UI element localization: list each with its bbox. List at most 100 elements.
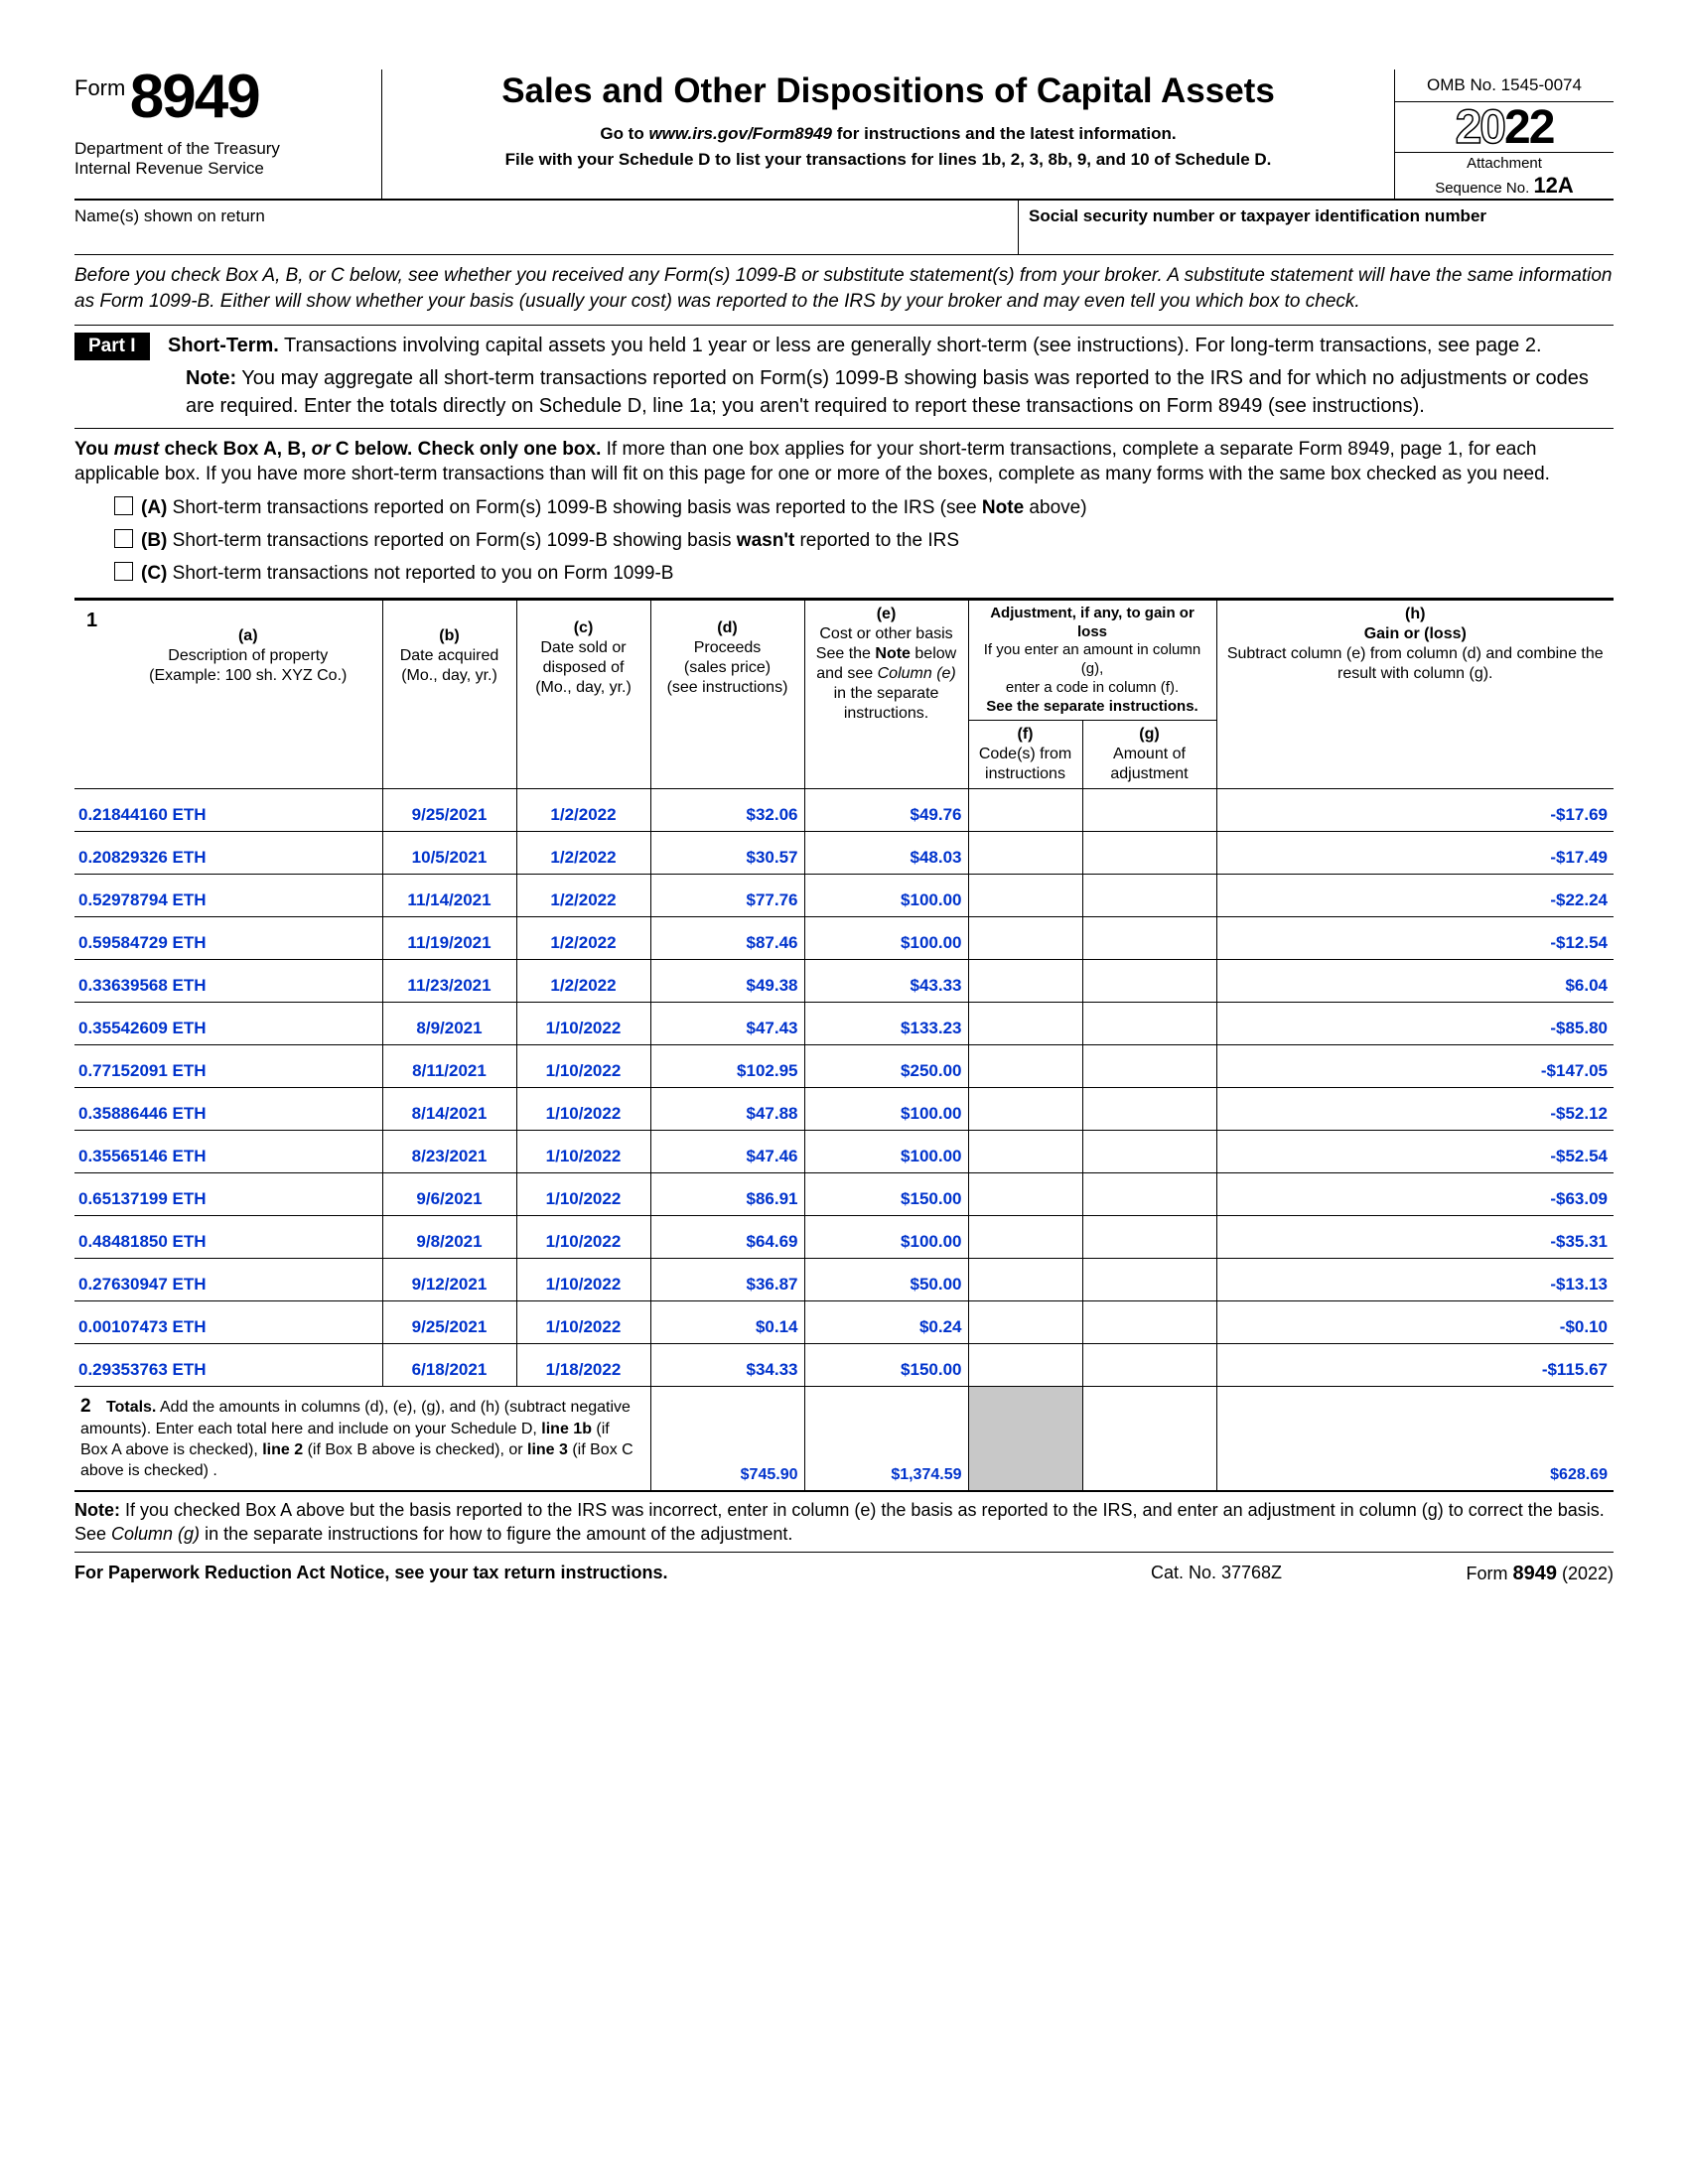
cell-date-sold: 1/10/2022 bbox=[516, 1131, 650, 1173]
cell-date-sold: 1/10/2022 bbox=[516, 1088, 650, 1131]
sub2: File with your Schedule D to list your t… bbox=[505, 150, 1272, 169]
checkbox-b[interactable] bbox=[114, 529, 133, 548]
cell-cost: $150.00 bbox=[804, 1344, 968, 1387]
bottom-note: Note: If you checked Box A above but the… bbox=[74, 1491, 1614, 1554]
cell-cost: $100.00 bbox=[804, 917, 968, 960]
cell-date-sold: 1/10/2022 bbox=[516, 1003, 650, 1045]
tot-bold: Totals. bbox=[106, 1399, 156, 1416]
bn-bold: Note: bbox=[74, 1500, 120, 1520]
col-f-2: Code(s) from instructions bbox=[979, 746, 1071, 782]
col-f-1: (f) bbox=[1018, 726, 1034, 743]
cell-date-acquired: 8/14/2021 bbox=[382, 1088, 516, 1131]
cell-adjustment bbox=[1082, 1131, 1216, 1173]
cell-proceeds: $49.38 bbox=[650, 960, 804, 1003]
cell-cost: $150.00 bbox=[804, 1173, 968, 1216]
table-row: 0.29353763 ETH6/18/20211/18/2022$34.33$1… bbox=[74, 1344, 1614, 1387]
ssn-field-label[interactable]: Social security number or taxpayer ident… bbox=[1018, 201, 1614, 254]
cell-cost: $100.00 bbox=[804, 1088, 968, 1131]
footer-center: Cat. No. 37768Z bbox=[1067, 1563, 1365, 1585]
cell-date-sold: 1/2/2022 bbox=[516, 917, 650, 960]
bn-txt2: in the separate instructions for how to … bbox=[200, 1524, 792, 1544]
cell-description: 0.33639568 ETH bbox=[74, 960, 382, 1003]
cell-date-acquired: 11/14/2021 bbox=[382, 875, 516, 917]
checkbox-c-row: (C) Short-term transactions not reported… bbox=[74, 557, 1614, 590]
col-header-g: (g) Amount of adjustment bbox=[1082, 721, 1216, 789]
sub1b: www.irs.gov/Form8949 bbox=[648, 124, 832, 143]
header-right: OMB No. 1545-0074 2022 Attachment Sequen… bbox=[1395, 69, 1614, 199]
cell-cost: $48.03 bbox=[804, 832, 968, 875]
cell-code bbox=[968, 1259, 1082, 1301]
cell-cost: $0.24 bbox=[804, 1301, 968, 1344]
form-subtitle: Go to www.irs.gov/Form8949 for instructi… bbox=[397, 121, 1379, 172]
col-e-4: and see bbox=[816, 665, 877, 682]
cell-cost: $100.00 bbox=[804, 1216, 968, 1259]
cell-date-acquired: 9/8/2021 bbox=[382, 1216, 516, 1259]
cell-date-acquired: 11/23/2021 bbox=[382, 960, 516, 1003]
fr3: (2022) bbox=[1557, 1564, 1614, 1583]
cell-code bbox=[968, 1003, 1082, 1045]
total-g bbox=[1082, 1387, 1216, 1490]
adj2: If you enter an amount in column (g), bbox=[984, 641, 1200, 677]
cell-date-sold: 1/2/2022 bbox=[516, 875, 650, 917]
cell-date-acquired: 9/25/2021 bbox=[382, 1301, 516, 1344]
sub1c: for instructions and the latest informat… bbox=[832, 124, 1177, 143]
cell-description: 0.35565146 ETH bbox=[74, 1131, 382, 1173]
cell-adjustment bbox=[1082, 1301, 1216, 1344]
ci-must: must bbox=[114, 439, 159, 460]
cell-description: 0.35542609 ETH bbox=[74, 1003, 382, 1045]
fr2: 8949 bbox=[1512, 1563, 1557, 1584]
adj1: Adjustment, if any, to gain or loss bbox=[990, 605, 1195, 640]
col-e-1: (e) bbox=[877, 606, 897, 622]
cell-date-acquired: 6/18/2021 bbox=[382, 1344, 516, 1387]
cell-cost: $43.33 bbox=[804, 960, 968, 1003]
cell-adjustment bbox=[1082, 1088, 1216, 1131]
part-note: Note: You may aggregate all short-term t… bbox=[186, 364, 1614, 420]
chk-b-wasnt: wasn't bbox=[737, 530, 794, 551]
cell-code bbox=[968, 832, 1082, 875]
col-header-f: (f) Code(s) from instructions bbox=[968, 721, 1082, 789]
col-c-1: (c) bbox=[574, 619, 594, 636]
col-g-1: (g) bbox=[1139, 726, 1159, 743]
cell-gain-loss: $6.04 bbox=[1216, 960, 1614, 1003]
seq2: Sequence No. bbox=[1435, 180, 1533, 197]
ci-c: C below. Check only one box. bbox=[331, 439, 602, 460]
footer-right: Form 8949 (2022) bbox=[1365, 1563, 1614, 1585]
cell-code bbox=[968, 1344, 1082, 1387]
ci-a: You bbox=[74, 439, 114, 460]
table-body: 0.21844160 ETH9/25/20211/2/2022$32.06$49… bbox=[74, 789, 1614, 1387]
form-header: Form 8949 Department of the Treasury Int… bbox=[74, 69, 1614, 201]
cell-adjustment bbox=[1082, 1045, 1216, 1088]
seq1: Attachment bbox=[1467, 155, 1542, 172]
cell-code bbox=[968, 1216, 1082, 1259]
sub1a: Go to bbox=[600, 124, 648, 143]
chk-c-bold: (C) bbox=[141, 563, 167, 584]
total-f-gray bbox=[968, 1387, 1082, 1490]
cell-proceeds: $34.33 bbox=[650, 1344, 804, 1387]
cell-proceeds: $36.87 bbox=[650, 1259, 804, 1301]
cell-gain-loss: -$63.09 bbox=[1216, 1173, 1614, 1216]
table-row: 0.59584729 ETH11/19/20211/2/2022$87.46$1… bbox=[74, 917, 1614, 960]
cell-gain-loss: -$35.31 bbox=[1216, 1216, 1614, 1259]
cell-adjustment bbox=[1082, 1344, 1216, 1387]
form-8949-page: Form 8949 Department of the Treasury Int… bbox=[0, 0, 1688, 2184]
cell-cost: $133.23 bbox=[804, 1003, 968, 1045]
note-rest: You may aggregate all short-term transac… bbox=[186, 367, 1589, 417]
col-e-3: See the bbox=[816, 645, 876, 662]
chk-b-txt: Short-term transactions reported on Form… bbox=[167, 530, 736, 551]
ci-or: or bbox=[312, 439, 331, 460]
table-row: 0.65137199 ETH9/6/20211/10/2022$86.91$15… bbox=[74, 1173, 1614, 1216]
chk-b-bold: (B) bbox=[141, 530, 167, 551]
checkbox-c[interactable] bbox=[114, 562, 133, 581]
seq-num: 12A bbox=[1533, 173, 1573, 198]
fr1: Form bbox=[1466, 1564, 1512, 1583]
dept-line2: Internal Revenue Service bbox=[74, 159, 264, 178]
checkbox-a[interactable] bbox=[114, 496, 133, 515]
cell-cost: $50.00 bbox=[804, 1259, 968, 1301]
name-field-label[interactable]: Name(s) shown on return bbox=[74, 201, 1018, 254]
cell-date-acquired: 9/12/2021 bbox=[382, 1259, 516, 1301]
cell-gain-loss: -$115.67 bbox=[1216, 1344, 1614, 1387]
cell-date-acquired: 10/5/2021 bbox=[382, 832, 516, 875]
cell-cost: $49.76 bbox=[804, 789, 968, 832]
totals-label: 2Totals. Add the amounts in columns (d),… bbox=[74, 1387, 650, 1490]
tot-num: 2 bbox=[80, 1395, 106, 1420]
